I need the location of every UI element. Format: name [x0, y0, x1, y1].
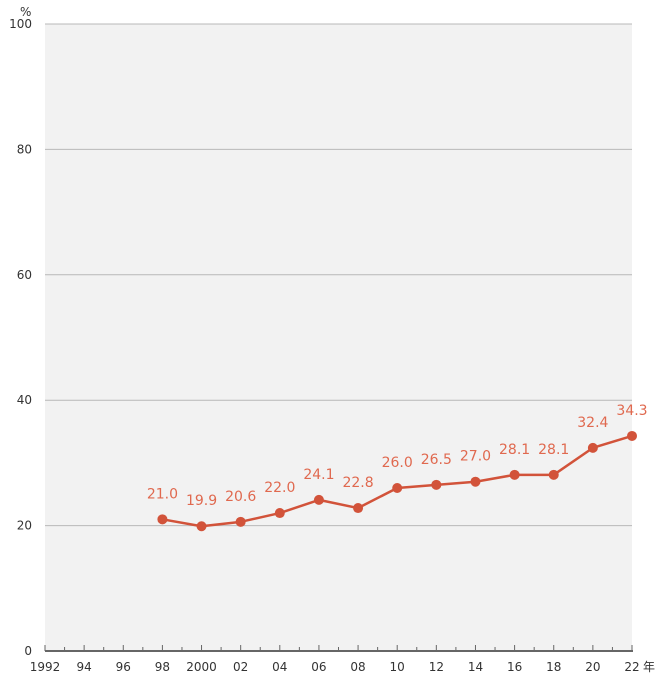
plot-background	[45, 24, 632, 651]
data-label-2004: 22.0	[264, 480, 295, 496]
data-point-2006	[313, 494, 324, 505]
y-tick-label: 0	[24, 644, 32, 658]
y-tick-label: 80	[17, 142, 32, 156]
y-tick-label: 100	[9, 17, 32, 31]
data-label-2014: 27.0	[460, 449, 491, 465]
data-point-2018	[548, 469, 559, 480]
data-point-2016	[509, 469, 520, 480]
x-tick-label: 22	[624, 660, 639, 674]
x-tick-label: 10	[390, 660, 405, 674]
data-label-2020: 32.4	[577, 415, 608, 431]
data-point-2000	[196, 521, 207, 532]
data-label-2002: 20.6	[225, 489, 256, 505]
x-tick-label: 1992	[30, 660, 61, 674]
data-label-2022: 34.3	[616, 403, 647, 419]
data-point-2008	[353, 503, 364, 514]
y-tick-label: 60	[17, 268, 32, 282]
data-label-2016: 28.1	[499, 442, 530, 458]
x-axis-tick-labels: 1992 94 96 98 2000 02 04 06 08 10 12 14 16 18 20 22	[30, 660, 640, 674]
x-tick-label: 2000	[186, 660, 217, 674]
x-tick-label: 12	[429, 660, 444, 674]
x-tick-label: 98	[155, 660, 170, 674]
data-point-1998	[157, 514, 168, 525]
gridlines	[45, 23, 632, 527]
y-axis-tick-labels: 0 20 40 60 80 100	[9, 17, 32, 658]
data-label-2010: 26.0	[382, 455, 413, 471]
data-label-2012: 26.5	[421, 452, 452, 468]
x-axis-unit-label: 年	[643, 660, 655, 674]
data-label-2008: 22.8	[342, 475, 373, 491]
data-point-2020	[587, 442, 598, 453]
data-point-2010	[392, 482, 403, 493]
x-tick-label: 18	[546, 660, 561, 674]
x-tick-label: 04	[272, 660, 287, 674]
data-point-2004	[274, 508, 285, 519]
data-point-2002	[235, 516, 246, 527]
data-point-2014	[470, 476, 481, 487]
x-tick-label: 08	[350, 660, 365, 674]
data-point-2012	[431, 479, 442, 490]
x-tick-label: 96	[116, 660, 131, 674]
data-label-2006: 24.1	[303, 467, 334, 483]
x-tick-label: 06	[311, 660, 326, 674]
x-tick-label: 16	[507, 660, 522, 674]
x-tick-label: 20	[585, 660, 600, 674]
series: 21.0 19.9 20.6 22.0 24.1 22.8 26.0 26.5 27.0 28.1…	[147, 403, 648, 532]
x-axis	[44, 645, 633, 652]
data-label-1998: 21.0	[147, 486, 178, 502]
y-tick-label: 20	[17, 519, 32, 533]
x-tick-label: 14	[468, 660, 483, 674]
y-tick-label: 40	[17, 393, 32, 407]
data-label-2000: 19.9	[186, 493, 217, 509]
data-point-2022	[627, 430, 637, 441]
y-axis-unit-label: %	[20, 5, 31, 19]
x-tick-label: 94	[76, 660, 91, 674]
data-label-2018: 28.1	[538, 442, 569, 458]
x-tick-label: 02	[233, 660, 248, 674]
